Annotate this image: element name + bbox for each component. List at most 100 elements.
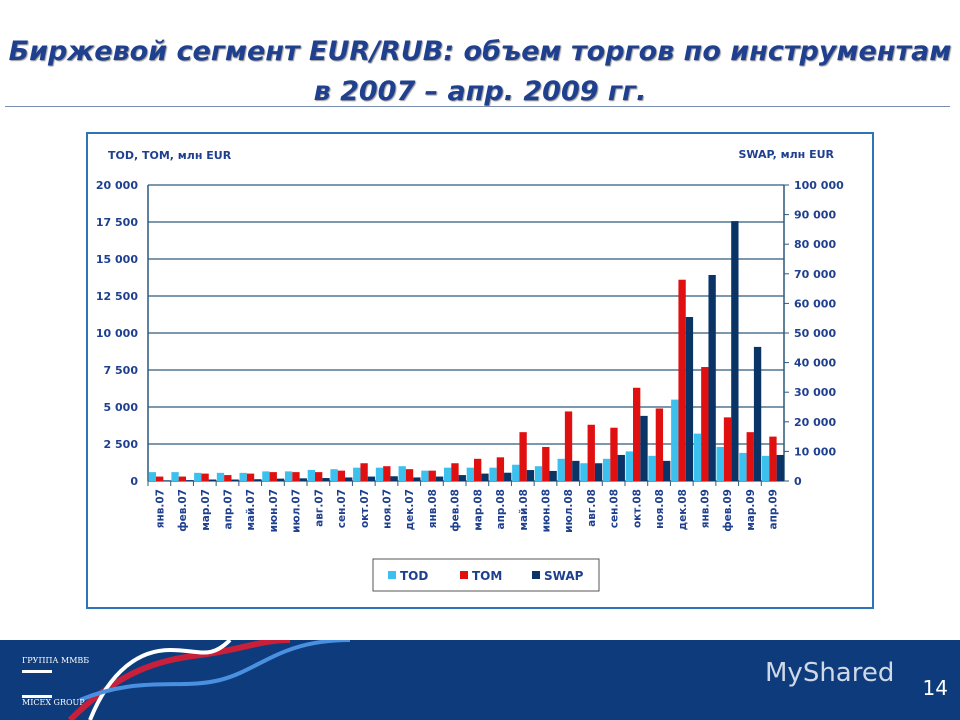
right-tick-label: 100 000 [794, 179, 844, 192]
right-tick-label: 90 000 [794, 209, 836, 222]
bar-tod [557, 458, 565, 481]
x-tick-label: окт.07 [359, 489, 371, 528]
bar-tom [678, 279, 686, 481]
x-tick-label: сен.07 [336, 489, 348, 528]
legend-label-swap: SWAP [544, 569, 584, 583]
bar-swap [663, 460, 671, 481]
page-number: 14 [922, 676, 948, 700]
bar-swap [708, 274, 716, 481]
bar-tom [655, 408, 664, 481]
x-tick-label: окт.08 [631, 489, 643, 528]
x-tick-label: июн.07 [268, 489, 280, 532]
left-tick-label: 7 500 [104, 364, 139, 377]
bar-tom [428, 470, 436, 481]
bar-swap [504, 472, 512, 481]
bar-tom [246, 473, 255, 481]
bar-tod [580, 463, 588, 481]
bar-tom [451, 463, 459, 481]
bar-tom [610, 427, 618, 481]
x-tick-label: июн.08 [541, 489, 553, 532]
footer-banner: ГРУППА ММВБ MICEX GROUP MyShared 14 [0, 640, 960, 720]
x-tick-label: дек.08 [677, 489, 689, 530]
divider [5, 106, 950, 107]
right-tick-label: 10 000 [794, 445, 836, 458]
bar-swap [594, 463, 603, 481]
bar-tom [474, 458, 482, 481]
bar-tom [769, 436, 777, 481]
bar-swap [276, 478, 285, 481]
logo-text-bottom: MICEX GROUP [22, 698, 85, 707]
left-tick-label: 5 000 [104, 401, 139, 414]
bar-tod [693, 433, 702, 481]
x-tick-label: июл.08 [563, 489, 575, 533]
bar-swap [776, 454, 784, 481]
bar-swap [299, 478, 307, 481]
bar-tod [375, 467, 384, 481]
right-tick-label: 70 000 [794, 268, 836, 281]
bar-tod [284, 471, 293, 481]
bar-tom [315, 472, 323, 481]
watermark: MyShared [765, 658, 895, 688]
bar-swap [753, 346, 762, 481]
x-tick-label: фев.07 [177, 489, 189, 532]
bar-swap [549, 470, 557, 481]
bar-swap [640, 415, 648, 481]
bar-swap [435, 476, 444, 481]
bar-tod [239, 472, 247, 481]
title-line-1: Биржевой сегмент EUR/RUB: объем торгов п… [8, 36, 952, 67]
bar-swap [481, 473, 489, 481]
bar-tod [466, 467, 475, 481]
bar-tom [292, 472, 300, 481]
bar-tom [269, 472, 277, 481]
x-tick-label: янв.09 [700, 489, 712, 528]
bar-swap [345, 477, 353, 481]
bar-swap [163, 480, 171, 481]
bar-tom [723, 417, 732, 481]
bar-tod [534, 466, 543, 481]
left-axis-label: TOD, TOM, млн EUR [108, 149, 232, 162]
bar-swap [617, 454, 625, 481]
x-tick-label: июл.07 [291, 489, 303, 533]
legend-swatch-swap [532, 571, 540, 579]
x-tick-label: авг.08 [586, 489, 598, 527]
bar-tom [224, 475, 232, 481]
x-tick-label: мар.09 [745, 489, 757, 531]
x-tick-label: мар.08 [472, 489, 484, 531]
right-tick-label: 0 [794, 475, 802, 488]
bar-swap [526, 470, 535, 481]
bar-swap [186, 480, 194, 481]
x-tick-label: ноя.07 [382, 489, 394, 529]
bar-tom [633, 387, 641, 481]
left-tick-label: 12 500 [96, 290, 138, 303]
right-tick-label: 60 000 [794, 297, 836, 310]
right-tick-label: 50 000 [794, 327, 836, 340]
bar-swap [254, 479, 262, 481]
chart-frame [86, 132, 874, 609]
bar-swap [390, 476, 398, 481]
bar-tod [262, 471, 270, 481]
bar-tod [194, 472, 202, 481]
x-tick-label: фев.09 [722, 489, 734, 532]
x-tick-label: янв.08 [427, 489, 439, 528]
chart: TOD, TOM, млн EUR SWAP, млн EUR 0 2 500 5 00… [96, 148, 844, 592]
bar-tom [405, 469, 414, 481]
x-tick-label: апр.07 [223, 489, 235, 529]
bar-tod [602, 458, 611, 481]
right-tick-label: 20 000 [794, 416, 836, 429]
bar-tod [489, 467, 497, 481]
bar-tom [383, 466, 391, 481]
left-tick-label: 20 000 [96, 179, 138, 192]
x-tick-label: апр.08 [495, 489, 507, 529]
x-tick-label: фев.08 [450, 489, 462, 532]
bar-tom [701, 367, 709, 481]
x-tick-label: апр.09 [768, 489, 780, 529]
bar-tod [171, 472, 179, 481]
legend-swatch-tom [460, 571, 468, 579]
bar-tod [761, 455, 770, 481]
bar-tod [716, 446, 724, 481]
bar-swap [413, 477, 421, 481]
bar-tom [201, 473, 209, 481]
bar-tod [671, 399, 679, 481]
legend-label-tod: TOD [400, 569, 428, 583]
right-tick-label: 80 000 [794, 238, 836, 251]
